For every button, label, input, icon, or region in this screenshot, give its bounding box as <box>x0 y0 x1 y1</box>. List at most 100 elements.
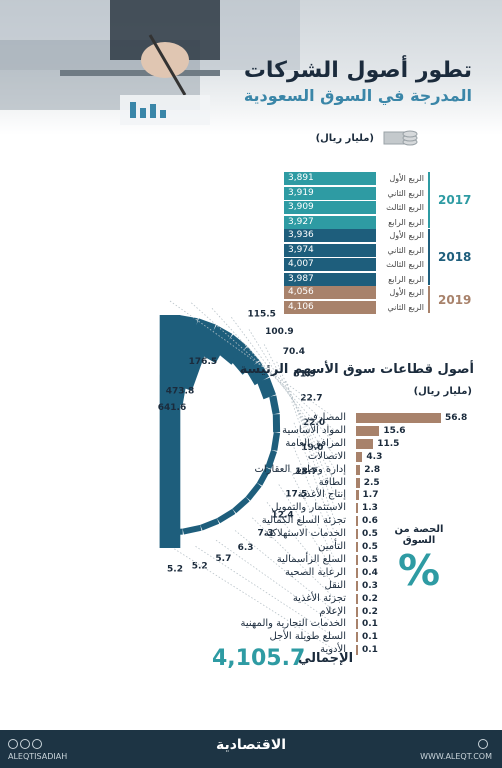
share-bar <box>356 477 360 488</box>
leader-line <box>292 444 336 548</box>
asset-value-label: 12.4 <box>271 510 293 520</box>
asset-value-label: 100.9 <box>265 327 293 337</box>
share-bar <box>356 529 358 540</box>
sectors-unit: (مليار ريال) <box>413 386 472 397</box>
share-value: 0.4 <box>362 567 378 578</box>
year-label-2018: 2018 <box>438 250 472 264</box>
quarter-label: الربع الأول <box>389 231 424 240</box>
share-value: 56.8 <box>445 413 468 423</box>
share-bar <box>356 464 361 475</box>
share-bar <box>356 503 358 514</box>
leader-line <box>293 422 336 535</box>
social-handle[interactable]: ALEQTISADIAH <box>8 752 68 761</box>
asset-bar <box>182 524 202 535</box>
sector-name: السلع طويلة الأجل <box>269 631 346 643</box>
share-value: 2.5 <box>363 477 380 488</box>
year-divider <box>428 286 430 313</box>
sector-name: الخدمات التجارية والمهنية <box>240 618 346 630</box>
share-value: 2.8 <box>364 464 381 475</box>
share-value: 15.6 <box>383 425 406 436</box>
share-bar <box>356 632 358 643</box>
sector-name: المواد الأساسية <box>282 424 346 436</box>
share-value: 0.5 <box>362 554 378 565</box>
quarter-label: الربع الأول <box>389 288 424 297</box>
quarter-label: الربع الثاني <box>387 302 424 312</box>
share-value: 0.5 <box>362 542 378 552</box>
quarter-value-2018-2: 3,974 <box>284 243 376 257</box>
year-divider <box>428 172 430 228</box>
asset-value-label: 51.9 <box>293 369 315 379</box>
quarter-value-2018-4: 3,987 <box>284 272 376 286</box>
asset-value-label: 176.5 <box>189 357 217 367</box>
twitter-icon[interactable] <box>32 739 42 749</box>
footer <box>0 730 502 768</box>
asset-value-label: 17.5 <box>285 490 307 500</box>
asset-bar <box>232 496 250 514</box>
share-bar <box>356 593 358 604</box>
sector-name: الرعاية الصحية <box>284 566 346 578</box>
sector-name: الإعلام <box>319 605 346 617</box>
share-bar <box>356 516 358 527</box>
percent-symbol: % <box>397 546 441 595</box>
sector-name: الخدمات الاستهلاكية <box>263 528 346 540</box>
asset-bar <box>265 449 277 469</box>
quarter-label: الربع الثالث <box>386 260 424 269</box>
quarter-label: الربع الثاني <box>387 245 424 255</box>
sector-name: تجزئة الأغذية <box>292 592 346 604</box>
asset-value-label: 7.3 <box>258 528 274 538</box>
asset-bar <box>272 414 281 433</box>
asset-value-label: 6.3 <box>238 543 254 553</box>
year-divider <box>428 229 430 285</box>
quarter-value-2017-3: 3,909 <box>284 201 376 214</box>
share-value: 1.7 <box>362 490 379 501</box>
page-title: تطور أصول الشركات <box>243 58 472 83</box>
leader-line <box>169 300 336 419</box>
leader-line <box>231 317 336 457</box>
total-value: 4,105.7 <box>212 646 306 671</box>
asset-bar <box>164 315 198 406</box>
leader-line <box>248 329 336 470</box>
quarter-value-2017-1: 3,891 <box>284 172 376 185</box>
asset-value-label: 115.5 <box>247 310 275 320</box>
sector-name: إنتاج الأغذية <box>297 489 346 501</box>
sector-name: إدارة وتطوير العقارات <box>254 463 347 475</box>
share-bar <box>356 425 380 436</box>
share-value: 0.1 <box>362 619 378 630</box>
quarter-label: الربع الثالث <box>386 203 424 212</box>
share-value: 4.3 <box>366 451 383 462</box>
share-bar <box>356 542 358 552</box>
website-link[interactable]: WWW.ALEQT.COM <box>420 752 492 761</box>
leader-line <box>191 302 336 432</box>
quarter-value-2017-4: 3,927 <box>284 215 376 229</box>
asset-value-label: 70.4 <box>283 347 305 357</box>
leader-line <box>211 308 336 445</box>
facebook-icon[interactable] <box>20 739 30 749</box>
quarter-label: الربع الرابع <box>388 274 424 284</box>
quarter-value-2019-2: 4,106 <box>284 300 376 314</box>
leader-line <box>287 464 336 561</box>
share-value: 0.1 <box>362 645 378 656</box>
sector-name: النقل <box>324 579 346 591</box>
header-photo <box>0 0 502 135</box>
instagram-icon[interactable] <box>8 739 18 749</box>
sector-name: الطاقة <box>318 476 346 488</box>
asset-bar <box>256 467 271 486</box>
asset-value-label: 473.8 <box>166 387 194 397</box>
sector-name: المصارف <box>307 412 346 423</box>
asset-bar <box>200 518 220 531</box>
share-value: 0.1 <box>362 632 378 643</box>
share-bar <box>356 619 358 630</box>
asset-bar <box>269 395 280 415</box>
share-bar <box>356 451 363 462</box>
asset-value-label: 22.7 <box>300 393 322 403</box>
total-label: الإجمالي <box>298 651 354 666</box>
asset-value-label: 18.7 <box>295 467 317 477</box>
share-bar <box>356 554 358 565</box>
share-value: 11.5 <box>377 438 400 449</box>
share-bar <box>356 580 358 591</box>
page-subtitle: المدرجة في السوق السعودية <box>243 86 472 105</box>
share-bar <box>356 606 358 617</box>
header-photo-illustration <box>0 0 300 125</box>
asset-value-label: 22.0 <box>303 418 325 428</box>
leader-line <box>291 401 336 522</box>
